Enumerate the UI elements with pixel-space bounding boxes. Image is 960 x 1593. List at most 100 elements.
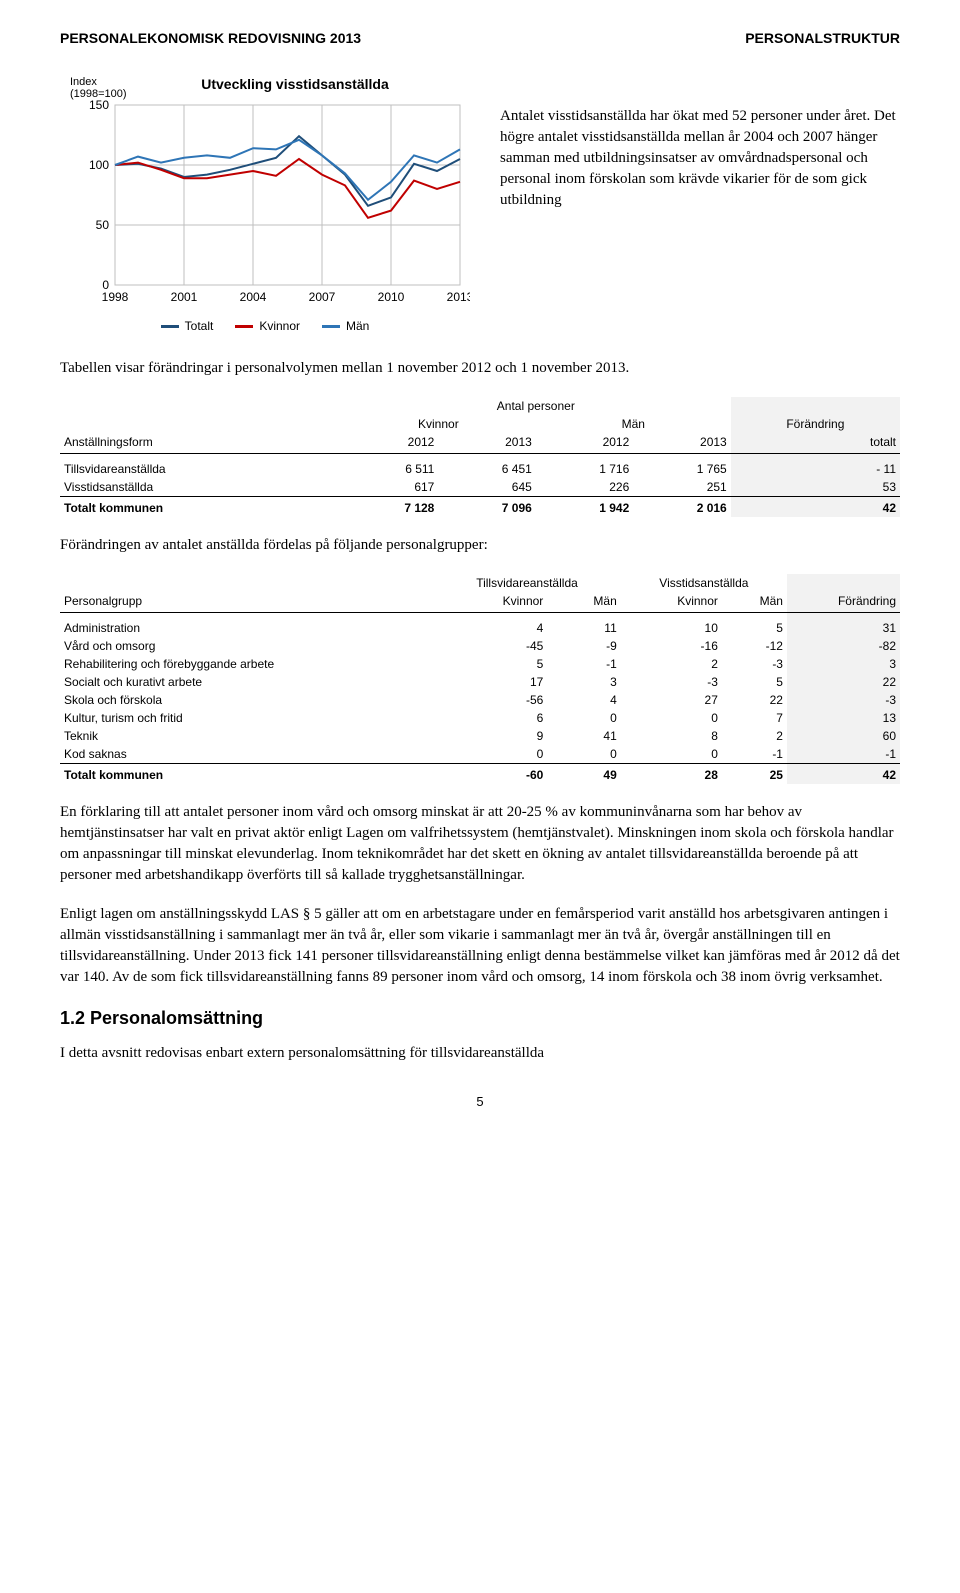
t1-total-cell: 7 128 (341, 497, 438, 518)
header-left: PERSONALEKONOMISK REDOVISNING 2013 (60, 30, 361, 46)
t2-cell: 10 (621, 613, 722, 638)
t1-col: 2012 (536, 433, 633, 454)
chart-legend: Totalt Kvinnor Män (60, 319, 470, 333)
section-heading: 1.2 Personalomsättning (60, 1008, 900, 1029)
t2-cell: 31 (787, 613, 900, 638)
t1-cell: Visstidsanställda (60, 478, 341, 497)
t1-cell: 645 (438, 478, 535, 497)
t1-col: 2013 (633, 433, 730, 454)
t2-col: Kvinnor (621, 592, 722, 613)
t2-cell: -45 (433, 637, 547, 655)
body-para-2: Enligt lagen om anställningsskydd LAS § … (60, 904, 900, 988)
t2-cell: 13 (787, 709, 900, 727)
t2-cell: Socialt och kurativt arbete (60, 673, 433, 691)
t1-cell: 1 716 (536, 454, 633, 479)
legend-1: Kvinnor (259, 319, 300, 333)
t2-cell: -3 (787, 691, 900, 709)
t1-total-cell: Totalt kommunen (60, 497, 341, 518)
svg-text:100: 100 (89, 158, 109, 172)
t2-cell: 5 (722, 673, 787, 691)
t2-cell: 2 (621, 655, 722, 673)
t1-col: totalt (731, 433, 900, 454)
y-axis-label-sub: (1998=100) (70, 88, 127, 100)
t2-g0: Tillsvidareanställda (433, 574, 621, 592)
t1-cell: - 11 (731, 454, 900, 479)
t2-cell: 11 (547, 613, 620, 638)
t2-cell: 0 (621, 745, 722, 764)
svg-text:50: 50 (96, 218, 110, 232)
t2-cell: -3 (722, 655, 787, 673)
t1-total-cell: 7 096 (438, 497, 535, 518)
svg-text:2007: 2007 (309, 290, 336, 304)
t2-total-cell: 25 (722, 764, 787, 785)
t2-cell: 8 (621, 727, 722, 745)
table-1: Antal personer Kvinnor Män Förändring An… (60, 397, 900, 517)
t2-cell: Vård och omsorg (60, 637, 433, 655)
t1-g2: Förändring (731, 415, 900, 433)
t2-cell: Administration (60, 613, 433, 638)
t2-cell: 4 (433, 613, 547, 638)
t2-total-cell: 42 (787, 764, 900, 785)
t2-cell: -1 (722, 745, 787, 764)
t2-cell: Skola och förskola (60, 691, 433, 709)
para-between: Tabellen visar förändringar i personalvo… (60, 358, 900, 379)
t2-cell: 2 (722, 727, 787, 745)
t2-cell: 17 (433, 673, 547, 691)
page-header: PERSONALEKONOMISK REDOVISNING 2013 PERSO… (60, 30, 900, 46)
t2-cell: 0 (547, 745, 620, 764)
side-paragraph: Antalet visstidsanställda har ökat med 5… (500, 76, 900, 333)
t1-cell: 6 511 (341, 454, 438, 479)
t2-cell: 0 (621, 709, 722, 727)
t2-total-cell: 49 (547, 764, 620, 785)
t2-cell: 4 (547, 691, 620, 709)
t2-cell: 60 (787, 727, 900, 745)
t2-col: Män (547, 592, 620, 613)
t1-cell: Tillsvidareanställda (60, 454, 341, 479)
t2-cell: 3 (547, 673, 620, 691)
t2-cell: -12 (722, 637, 787, 655)
t2-col: Män (722, 592, 787, 613)
header-right: PERSONALSTRUKTUR (745, 30, 900, 46)
t2-g1: Visstidsanställda (621, 574, 787, 592)
t2-cell: 0 (547, 709, 620, 727)
t1-cell: 6 451 (438, 454, 535, 479)
t1-cell: 1 765 (633, 454, 730, 479)
svg-text:150: 150 (89, 100, 109, 112)
svg-text:2004: 2004 (240, 290, 267, 304)
t2-total-cell: Totalt kommunen (60, 764, 433, 785)
t2-cell: -1 (547, 655, 620, 673)
t1-total-cell: 1 942 (536, 497, 633, 518)
y-axis-label-top: Index (70, 76, 97, 88)
t1-cell: 617 (341, 478, 438, 497)
line-chart: 050100150199820012004200720102013 (60, 100, 470, 310)
t2-cell: -9 (547, 637, 620, 655)
t2-cell: Rehabilitering och förebyggande arbete (60, 655, 433, 673)
page-number: 5 (60, 1094, 900, 1109)
t2-cell: 0 (433, 745, 547, 764)
svg-text:2010: 2010 (378, 290, 405, 304)
t1-col: Anställningsform (60, 433, 341, 454)
t1-total-cell: 2 016 (633, 497, 730, 518)
t2-cell: 41 (547, 727, 620, 745)
t2-cell: 5 (433, 655, 547, 673)
chart-title: Utveckling visstidsanställda (120, 76, 470, 92)
t2-cell: -16 (621, 637, 722, 655)
table-2: Tillsvidareanställda Visstidsanställda P… (60, 574, 900, 784)
t2-cell: 3 (787, 655, 900, 673)
t1-super: Antal personer (341, 397, 731, 415)
t2-col: Förändring (787, 592, 900, 613)
t2-total-cell: 28 (621, 764, 722, 785)
t1-g1: Män (536, 415, 731, 433)
t2-cell: 27 (621, 691, 722, 709)
t2-cell: 7 (722, 709, 787, 727)
t2-cell: 22 (722, 691, 787, 709)
body-para-3: I detta avsnitt redovisas enbart extern … (60, 1043, 900, 1064)
legend-2: Män (346, 319, 369, 333)
svg-text:1998: 1998 (102, 290, 129, 304)
t1-col: 2013 (438, 433, 535, 454)
t1-cell: 251 (633, 478, 730, 497)
t1-cell: 226 (536, 478, 633, 497)
t1-col: 2012 (341, 433, 438, 454)
t2-col: Personalgrupp (60, 592, 433, 613)
t2-cell: -82 (787, 637, 900, 655)
